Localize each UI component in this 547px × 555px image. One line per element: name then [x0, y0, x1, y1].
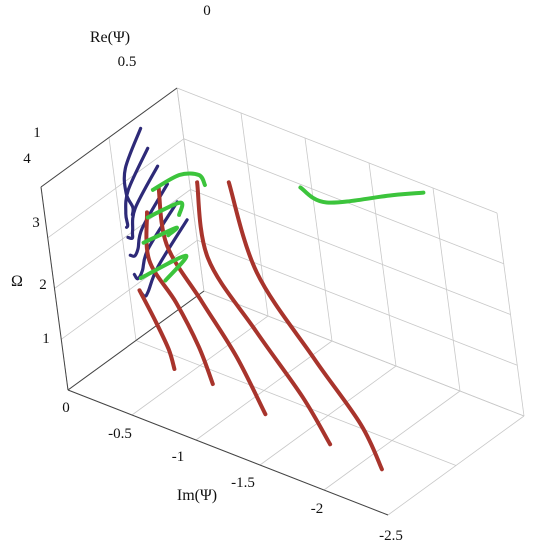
side-wall-gridline: [47, 138, 185, 239]
y-axis-ticks: 0 0.5 1: [33, 3, 211, 141]
green-curve: [298, 185, 426, 205]
x-tick-label: -2: [311, 501, 324, 517]
axis-layer: [40, 87, 389, 516]
x-tick-label: -2.5: [379, 528, 403, 544]
blue-curve: [122, 126, 143, 217]
x-tick-label: -1.5: [231, 475, 255, 491]
z-tick-label: 1: [42, 331, 50, 347]
green-curve: [145, 200, 185, 220]
green-curve: [138, 253, 189, 283]
blue-curve: [124, 146, 150, 229]
z-tick-label: 2: [39, 277, 47, 293]
floor-edge-line: [67, 290, 205, 391]
back-wall-gridline: [203, 290, 525, 417]
x-tick-label: -0.5: [108, 426, 132, 442]
red-curve: [137, 288, 177, 371]
grid-layer: [40, 87, 525, 516]
x-axis-ticks: -0.5 -1 -1.5 -2 -2.5: [108, 426, 403, 544]
back-wall-gridline: [197, 239, 518, 366]
z-axis-ticks: 1 2 3 4 0: [23, 151, 70, 416]
x-tick-label: -1: [172, 449, 185, 465]
z-axis-line: [40, 186, 69, 391]
origin-tick-label: 0: [62, 400, 70, 416]
red-curve: [156, 185, 268, 417]
z-tick-label: 3: [32, 215, 40, 231]
z-axis-label: Ω: [11, 273, 23, 290]
y-axis-line: [40, 87, 178, 188]
y-tick-label: 0.5: [118, 54, 137, 70]
back-wall-gridline: [176, 87, 498, 214]
red-curve: [144, 210, 215, 386]
red-curve: [226, 180, 384, 472]
blue-curve: [126, 164, 160, 241]
y-axis-label: Re(Ψ): [90, 29, 130, 46]
green-curve: [141, 225, 179, 245]
x-axis-label: Im(Ψ): [177, 487, 217, 504]
floor-gridline: [135, 340, 457, 466]
green-curve: [150, 171, 207, 192]
x-axis-line: [67, 389, 389, 516]
y-tick-label: 1: [33, 125, 41, 141]
z-tick-label: 4: [23, 151, 31, 167]
back-wall-gridline: [190, 189, 511, 315]
red-curve: [195, 180, 333, 447]
y-tick-label: 0: [203, 3, 211, 19]
curve-layer: [122, 126, 426, 472]
